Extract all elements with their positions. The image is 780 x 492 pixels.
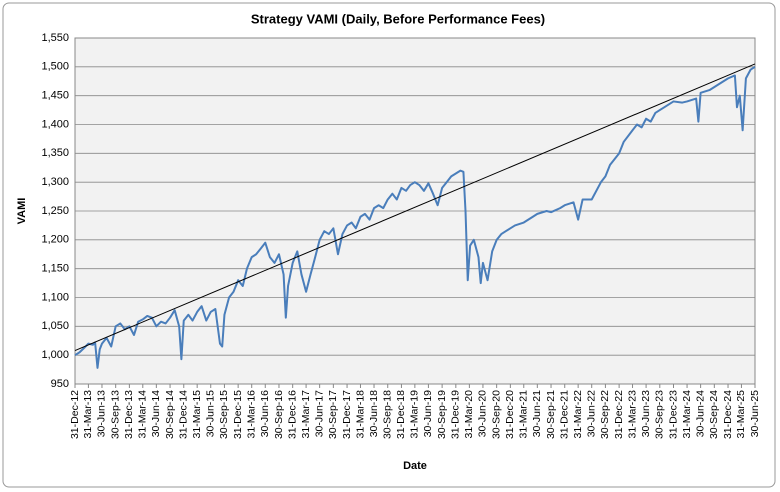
x-tick-label: 31-Mar-15 [191,390,203,439]
x-tick-label: 31-Dec-23 [667,390,679,439]
x-tick-label: 31-Mar-14 [137,390,149,439]
y-tick-label: 1,450 [41,90,69,102]
x-tick-label: 31-Mar-25 [735,390,747,439]
x-tick-label: 30-Sep-17 [327,390,339,439]
x-tick-label: 31-Mar-20 [463,390,475,439]
x-tick-label: 30-Sep-15 [218,390,230,439]
x-tick-label: 30-Sep-14 [164,390,176,439]
x-tick-label: 30-Jun-16 [259,390,271,437]
x-tick-label: 31-Dec-20 [504,390,516,439]
x-tick-label: 31-Dec-19 [450,390,462,439]
y-tick-label: 1,300 [41,176,69,188]
x-tick-label: 31-Mar-17 [300,390,312,439]
x-tick-label: 30-Jun-23 [640,390,652,437]
x-axis-label: Date [403,460,427,472]
x-tick-label: 31-Mar-13 [82,390,94,439]
x-tick-label: 30-Sep-18 [382,390,394,439]
x-tick-label: 30-Jun-22 [585,390,597,437]
x-tick-label: 31-Dec-21 [559,390,571,439]
x-tick-label: 30-Sep-16 [273,390,285,439]
x-tick-label: 30-Sep-13 [109,390,121,439]
y-tick-label: 1,200 [41,234,69,246]
x-tick-label: 31-Dec-16 [286,390,298,439]
x-tick-label: 31-Mar-24 [681,390,693,439]
x-tick-label: 30-Jun-25 [749,390,761,437]
x-tick-label: 30-Jun-24 [694,390,706,437]
x-tick-label: 31-Dec-24 [722,390,734,439]
x-tick-label: 31-Mar-21 [518,390,530,439]
x-tick-label: 31-Dec-22 [613,390,625,439]
y-tick-label: 1,150 [41,263,69,275]
y-tick-label: 1,100 [41,291,69,303]
x-tick-label: 31-Mar-18 [354,390,366,439]
y-tick-label: 1,400 [41,118,69,130]
x-tick-label: 30-Sep-19 [436,390,448,439]
y-tick-label: 1,000 [41,349,69,361]
y-axis-label: VAMI [16,198,28,225]
x-tick-label: 30-Jun-18 [368,390,380,437]
x-tick-label: 30-Sep-22 [599,390,611,439]
y-tick-label: 1,550 [41,32,69,44]
y-tick-label: 1,050 [41,320,69,332]
y-tick-label: 1,250 [41,205,69,217]
x-tick-label: 31-Dec-13 [123,390,135,439]
x-tick-label: 30-Jun-19 [422,390,434,437]
x-tick-label: 30-Jun-13 [96,390,108,437]
x-tick-label: 30-Sep-23 [654,390,666,439]
x-tick-label: 30-Jun-17 [313,390,325,437]
x-tick-label: 30-Sep-20 [490,390,502,439]
x-tick-label: 31-Mar-19 [409,390,421,439]
y-tick-label: 950 [51,378,69,390]
x-tick-label: 31-Dec-15 [232,390,244,439]
x-tick-label: 31-Dec-14 [178,390,190,439]
x-tick-label: 30-Jun-20 [477,390,489,437]
x-tick-label: 30-Jun-14 [150,390,162,437]
x-tick-label: 31-Dec-17 [341,390,353,439]
x-tick-label: 31-Mar-23 [626,390,638,439]
y-tick-label: 1,350 [41,147,69,159]
x-tick-label: 31-Dec-18 [395,390,407,439]
x-tick-label: 31-Mar-22 [572,390,584,439]
x-tick-label: 31-Dec-12 [69,390,81,439]
x-tick-label: 31-Mar-16 [245,390,257,439]
chart-title: Strategy VAMI (Daily, Before Performance… [251,11,545,26]
series-line [74,63,756,352]
x-tick-label: 30-Jun-21 [531,390,543,437]
x-tick-label: 30-Sep-21 [545,390,557,439]
x-tick-label: 30-Sep-24 [708,390,720,439]
x-tick-label: 30-Jun-15 [205,390,217,437]
series-line [74,65,756,369]
y-tick-label: 1,500 [41,61,69,73]
